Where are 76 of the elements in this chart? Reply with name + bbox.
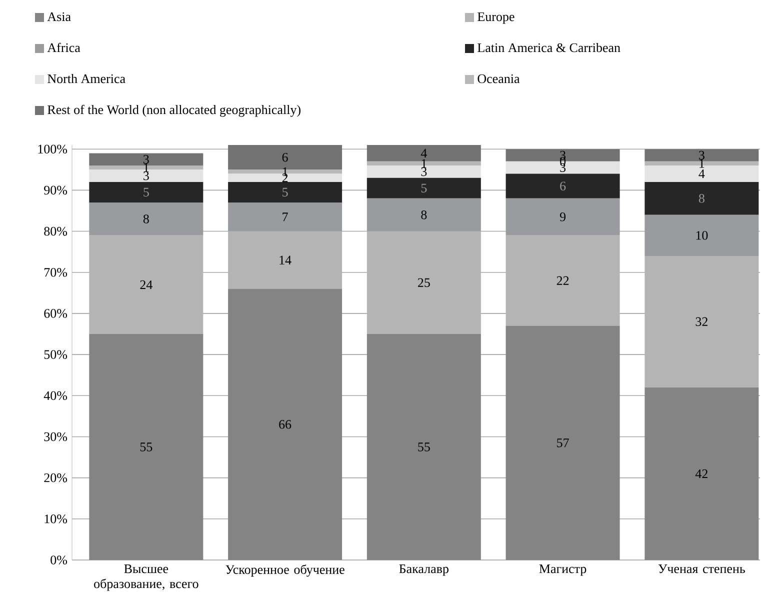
y-tick-label: 100%	[38, 144, 68, 154]
data-label: 7	[282, 212, 288, 222]
x-tick-label: Ускоренное обучение	[226, 564, 344, 577]
x-tick-label: Высшее образование, всего	[94, 564, 198, 591]
x-tick-label: Магистр	[539, 564, 586, 576]
y-tick-label: 60%	[44, 309, 68, 318]
data-label: 3	[144, 171, 149, 180]
data-label: 2	[282, 174, 288, 182]
data-label: 6	[282, 152, 288, 162]
data-label: 8	[698, 194, 704, 203]
bar	[644, 256, 759, 388]
x-tick-label: Ученая степень	[658, 564, 745, 574]
data-label: 55	[418, 442, 430, 452]
y-tick-label: 80%	[44, 226, 68, 236]
bar	[506, 326, 620, 560]
data-label: 14	[280, 256, 292, 264]
data-label: 6	[560, 182, 566, 190]
legend-label: Oceania	[478, 74, 520, 84]
bar	[506, 235, 620, 326]
data-label: 55	[140, 442, 152, 452]
bar	[228, 202, 342, 232]
y-tick-label: 0%	[50, 556, 68, 564]
bar	[366, 178, 481, 198]
y-tick-label: 50%	[44, 350, 68, 359]
y-tick-label: 10%	[44, 514, 68, 524]
data-label: 8	[421, 210, 427, 220]
data-label: 5	[282, 188, 288, 197]
data-label: 3	[421, 167, 427, 176]
bar	[366, 198, 481, 232]
data-label: 1	[144, 163, 149, 172]
bar	[228, 182, 342, 203]
data-label: 42	[695, 469, 708, 478]
data-label: 66	[279, 420, 292, 429]
legend-label: Asia	[47, 12, 71, 22]
data-label: 57	[557, 438, 569, 448]
bar	[644, 387, 759, 560]
data-label: 10	[696, 231, 708, 240]
bar	[89, 182, 204, 203]
bar	[228, 231, 342, 289]
x-tick-label: Бакалавр	[399, 564, 448, 576]
y-tick-label: 30%	[44, 432, 68, 442]
data-label: 32	[696, 317, 708, 326]
y-tick-label: 40%	[44, 391, 68, 400]
bar	[89, 235, 204, 334]
data-label: 5	[144, 188, 149, 197]
bar	[228, 288, 342, 560]
bar	[89, 202, 204, 236]
bar	[644, 161, 759, 166]
data-label: 3	[699, 150, 704, 160]
bar	[366, 161, 481, 166]
data-label: 3	[144, 155, 149, 164]
legend-label: Africa	[47, 42, 80, 52]
data-label: 1	[700, 159, 704, 168]
legend-label: Rest of the World (non allocated geographically)	[48, 104, 300, 117]
bar	[506, 198, 620, 236]
data-label: 4	[420, 148, 427, 158]
legend-label: Europe	[478, 12, 514, 24]
data-label: 22	[556, 276, 569, 285]
bar	[644, 149, 759, 162]
data-label: 24	[140, 280, 152, 290]
bar	[89, 334, 204, 560]
legend-label: North America	[48, 74, 126, 84]
data-label: 5	[421, 184, 427, 192]
data-label: 9	[560, 212, 566, 222]
bar	[644, 182, 759, 215]
data-label: 8	[143, 214, 149, 224]
data-label: 25	[418, 278, 430, 288]
data-label: 4	[698, 169, 705, 178]
bar	[366, 231, 481, 334]
legend-label: Latin America & Carribean	[478, 42, 620, 52]
y-tick-label: 70%	[44, 268, 68, 277]
y-tick-label: 20%	[44, 473, 68, 482]
bar	[366, 334, 481, 560]
bar	[506, 174, 620, 198]
y-tick-label: 90%	[44, 186, 68, 195]
bar	[228, 170, 342, 174]
